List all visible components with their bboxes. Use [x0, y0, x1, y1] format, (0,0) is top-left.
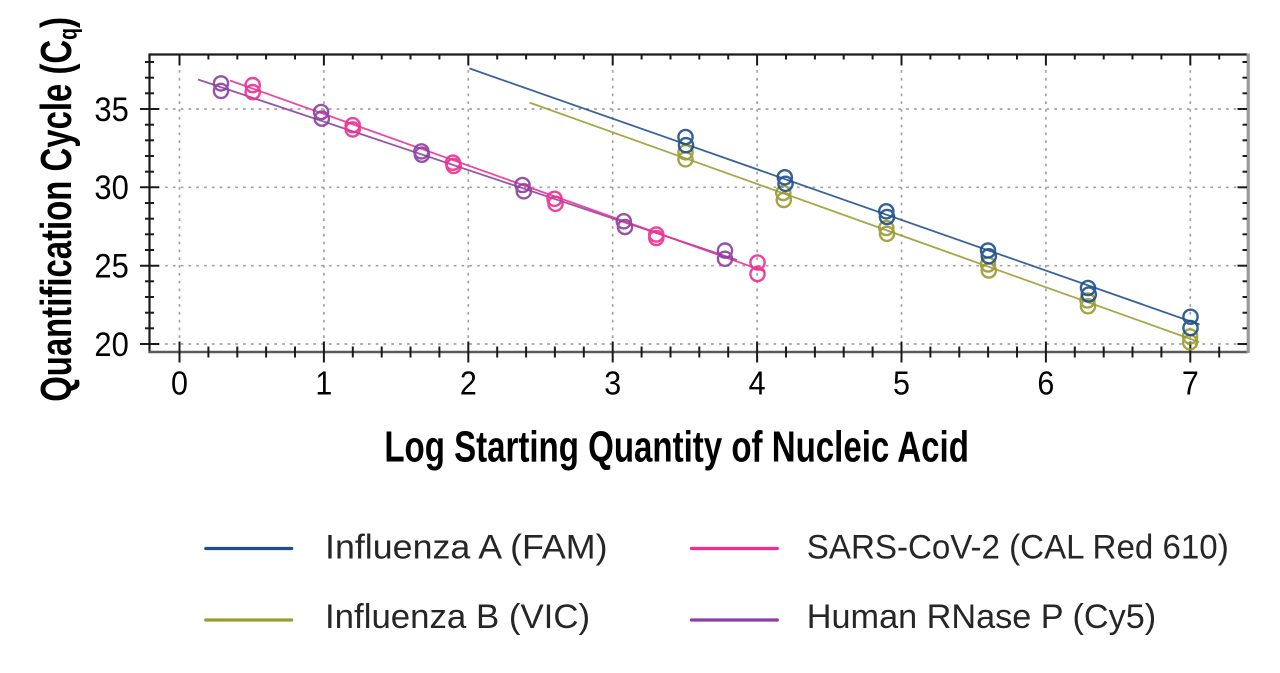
svg-text:30: 30: [94, 169, 128, 207]
svg-text:0: 0: [171, 364, 188, 402]
svg-text:4: 4: [749, 364, 766, 402]
svg-text:SARS-CoV-2 (CAL Red 610): SARS-CoV-2 (CAL Red 610): [807, 529, 1229, 566]
svg-text:35: 35: [94, 90, 128, 128]
svg-text:1: 1: [315, 364, 332, 402]
svg-text:Influenza A (FAM): Influenza A (FAM): [325, 528, 608, 566]
svg-text:5: 5: [893, 364, 910, 402]
svg-text:6: 6: [1037, 364, 1054, 402]
svg-text:Influenza B (VIC): Influenza B (VIC): [325, 598, 590, 636]
svg-text:25: 25: [94, 247, 128, 285]
svg-text:7: 7: [1182, 364, 1199, 402]
svg-text:20: 20: [94, 325, 128, 363]
svg-text:2: 2: [460, 364, 477, 402]
svg-text:3: 3: [604, 364, 621, 402]
svg-text:Human RNase P (Cy5): Human RNase P (Cy5): [807, 598, 1156, 636]
svg-text:Log Starting Quantity of Nucle: Log Starting Quantity of Nucleic Acid: [384, 423, 969, 472]
svg-text:Quantification Cycle (Cq): Quantification Cycle (Cq): [32, 17, 82, 402]
